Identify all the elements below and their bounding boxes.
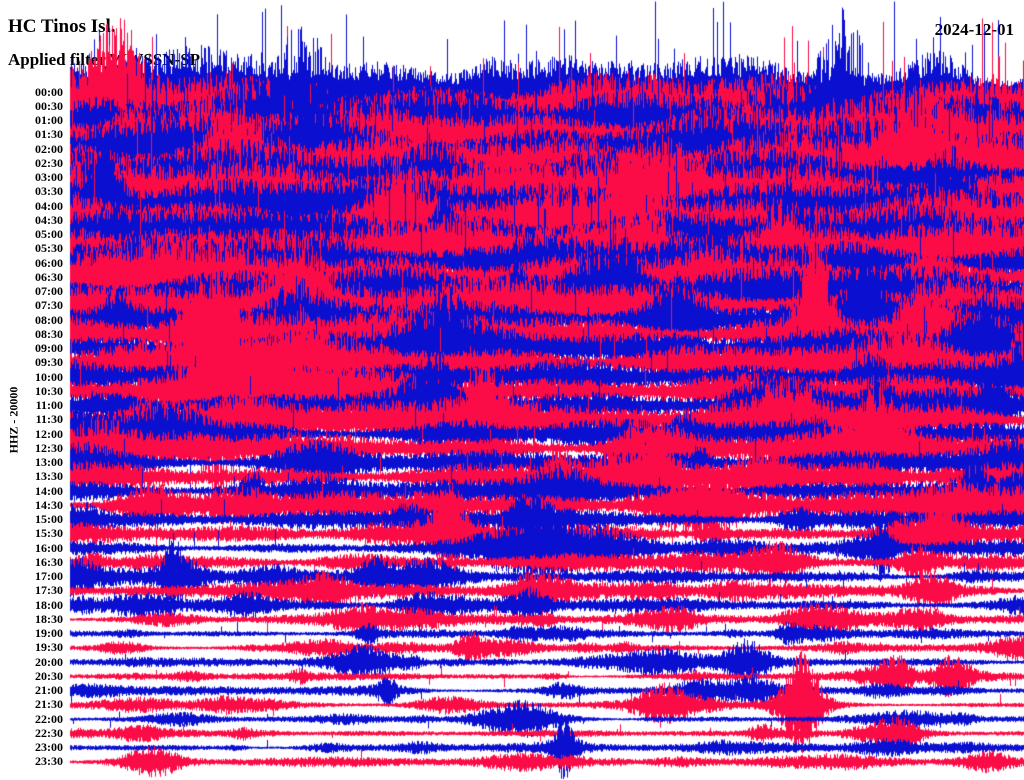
time-label: 07:30 [35, 298, 63, 313]
time-label: 00:00 [35, 84, 63, 99]
time-label: 22:00 [35, 711, 63, 726]
time-label: 16:00 [35, 540, 63, 555]
time-label: 17:00 [35, 569, 63, 584]
time-label: 02:00 [35, 141, 63, 156]
time-label: 20:30 [35, 668, 63, 683]
time-label: 14:30 [35, 497, 63, 512]
time-label: 19:00 [35, 626, 63, 641]
time-label: 05:30 [35, 241, 63, 256]
time-label: 03:30 [35, 184, 63, 199]
time-label: 15:00 [35, 512, 63, 527]
date-label: 2024-12-01 [934, 20, 1014, 39]
time-label: 20:00 [35, 654, 63, 669]
time-label: 08:00 [35, 312, 63, 327]
time-label: 04:00 [35, 198, 63, 213]
time-label: 00:30 [35, 98, 63, 113]
time-label: 23:30 [35, 754, 63, 769]
time-label: 12:30 [35, 440, 63, 455]
time-label: 10:00 [35, 369, 63, 384]
time-label: 06:30 [35, 269, 63, 284]
time-label: 19:30 [35, 640, 63, 655]
time-label: 17:30 [35, 583, 63, 598]
time-label: 21:30 [35, 697, 63, 712]
time-label: 04:30 [35, 212, 63, 227]
time-axis: 00:00 00:30 01:00 01:30 02:00 02:30 03:00 03:30… [0, 0, 63, 780]
time-label: 13:30 [35, 469, 63, 484]
time-label: 09:00 [35, 341, 63, 356]
time-label: 03:00 [35, 170, 63, 185]
time-label: 21:00 [35, 683, 63, 698]
time-label: 14:00 [35, 483, 63, 498]
time-label: 16:30 [35, 554, 63, 569]
time-label: 11:00 [35, 398, 63, 413]
time-label: 01:30 [35, 127, 63, 142]
time-label: 18:30 [35, 611, 63, 626]
time-label: 08:30 [35, 326, 63, 341]
time-label: 23:00 [35, 740, 63, 755]
time-label: 10:30 [35, 383, 63, 398]
time-label: 06:00 [35, 255, 63, 270]
time-label: 05:00 [35, 227, 63, 242]
time-label: 01:00 [35, 113, 63, 127]
time-label: 18:00 [35, 597, 63, 612]
time-label: 02:30 [35, 155, 63, 170]
time-label: 12:00 [35, 426, 63, 441]
time-label: 07:00 [35, 284, 63, 299]
time-label: 09:30 [35, 355, 63, 370]
time-label: 22:30 [35, 725, 63, 740]
time-label: 11:30 [35, 412, 63, 427]
time-label: 13:00 [35, 455, 63, 470]
time-label: 15:30 [35, 526, 63, 541]
